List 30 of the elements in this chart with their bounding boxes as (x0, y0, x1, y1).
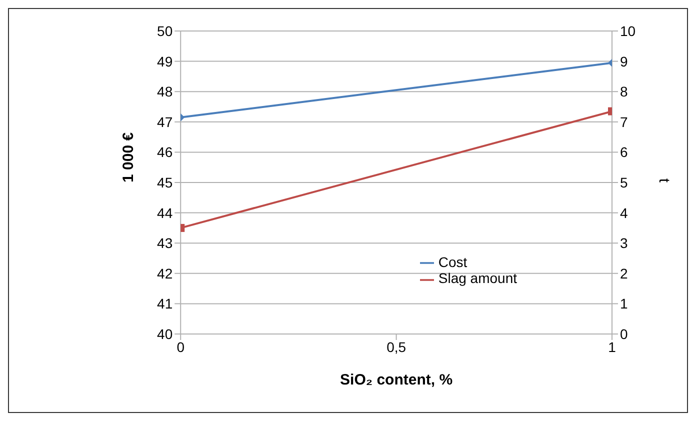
y2-tick-label: 5 (620, 174, 628, 190)
y-tick-label: 41 (157, 296, 173, 312)
x-tick-label: 0,5 (386, 338, 406, 355)
y2-tick-label: 4 (620, 204, 628, 221)
y2-tick-label: 6 (620, 144, 628, 160)
y2-tick-label: 7 (620, 114, 628, 130)
x-tick-label: 0 (176, 338, 185, 355)
y2-tick-label: 9 (620, 53, 628, 70)
legend-label: Cost (438, 254, 468, 270)
legend-label: Slag amount (438, 270, 517, 286)
y-tick-label: 42 (157, 265, 173, 282)
y-tick-label: 43 (157, 235, 173, 252)
y2-tick-label: 1 (620, 296, 628, 312)
y2-tick-label: 10 (620, 22, 636, 39)
y2-tick-label: 2 (620, 265, 628, 282)
y-tick-label: 46 (157, 144, 173, 160)
y-tick-label: 49 (157, 53, 173, 70)
y-axis-title: 1 000 € (120, 132, 137, 182)
y-tick-label: 44 (157, 204, 173, 221)
x-axis-title: SiO₂ content, % (340, 372, 453, 389)
y2-tick-label: 3 (620, 235, 628, 252)
y-tick-label: 47 (157, 114, 173, 130)
y-tick-label: 48 (157, 84, 173, 100)
y2-axis-title: t (656, 178, 673, 184)
y-tick-label: 50 (157, 22, 173, 39)
y-tick-label: 40 (157, 326, 173, 342)
x-tick-label: 1 (608, 338, 616, 355)
y-tick-label: 45 (157, 174, 173, 190)
y2-tick-label: 8 (620, 84, 628, 100)
y2-tick-label: 0 (620, 326, 628, 342)
